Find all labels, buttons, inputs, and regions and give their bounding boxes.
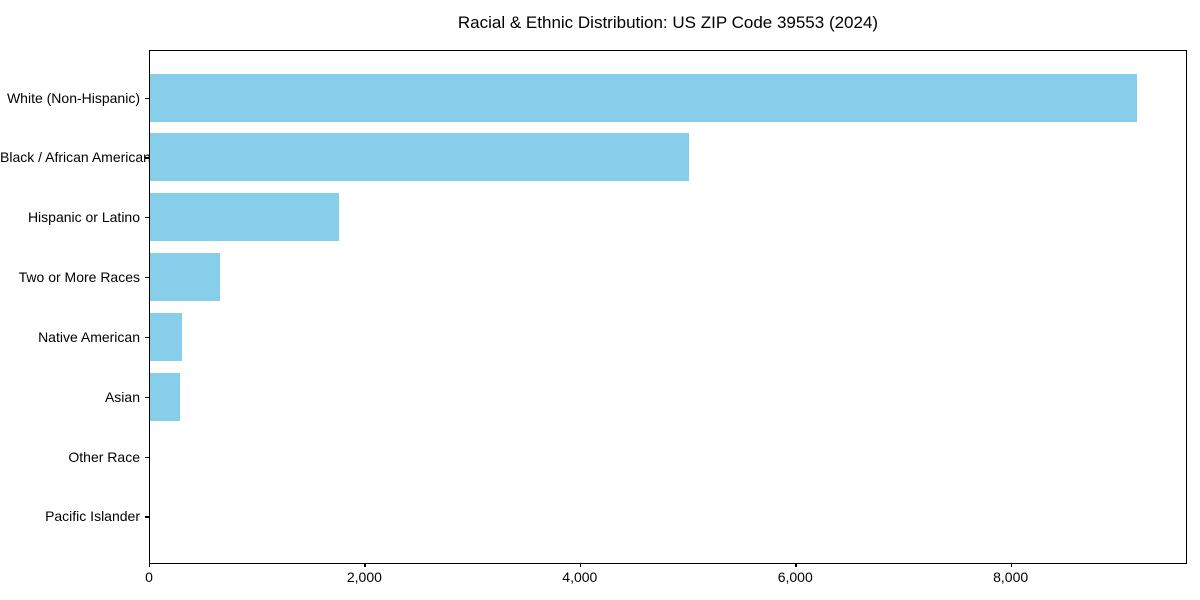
- bar-0: [149, 73, 1137, 122]
- x-axis-tick: [149, 563, 151, 567]
- x-axis-tick-label: 0: [145, 569, 153, 585]
- bar-3: [149, 253, 221, 302]
- y-axis-tick: [145, 396, 149, 399]
- x-axis-tick: [364, 563, 366, 567]
- x-axis-tick: [795, 563, 797, 567]
- y-axis-label: Asian: [104, 388, 140, 405]
- bar-6: [149, 432, 151, 481]
- bar-5: [149, 372, 180, 421]
- y-axis-tick: [145, 516, 149, 518]
- y-axis-label: Two or More Races: [18, 269, 140, 286]
- y-axis-label: Black / African American: [0, 149, 151, 166]
- y-axis-label: Native American: [38, 328, 140, 345]
- x-axis-tick-label: 2,000: [346, 569, 382, 585]
- y-axis-tick: [145, 97, 149, 99]
- bar-4: [149, 312, 182, 361]
- x-axis-tick: [1010, 563, 1012, 567]
- y-axis-label: Pacific Islander: [45, 508, 140, 525]
- y-axis-tick: [145, 336, 149, 339]
- plot-area: [149, 50, 1187, 564]
- y-axis-label: Hispanic or Latino: [27, 209, 140, 226]
- y-axis-label: Other Race: [68, 448, 140, 465]
- x-axis-tick-label: 8,000: [993, 569, 1029, 585]
- x-axis-tick-label: 6,000: [777, 569, 813, 585]
- y-axis-tick: [145, 456, 149, 458]
- x-axis-tick-label: 4,000: [562, 569, 598, 585]
- y-axis-tick: [145, 277, 149, 279]
- y-axis-tick: [145, 217, 149, 219]
- chart-title: Racial & Ethnic Distribution: US ZIP Cod…: [457, 13, 879, 32]
- bar-1: [149, 133, 690, 182]
- bar-2: [149, 193, 339, 242]
- y-axis-label: White (Non-Hispanic): [6, 89, 140, 106]
- x-axis-tick: [579, 563, 582, 567]
- y-axis-tick: [145, 157, 149, 159]
